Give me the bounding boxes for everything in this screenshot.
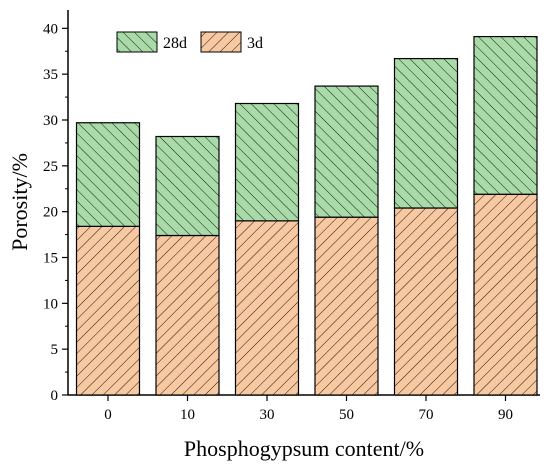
x-tick-label-30: 30 bbox=[260, 407, 275, 423]
y-tick-label: 35 bbox=[43, 67, 58, 83]
legend-swatch-28d bbox=[116, 31, 158, 53]
bars-group bbox=[75, 35, 538, 396]
y-tick-label: 15 bbox=[43, 251, 58, 267]
x-tick-label-70: 70 bbox=[419, 407, 434, 423]
legend-swatch-3d bbox=[200, 31, 242, 53]
y-tick-label: 5 bbox=[51, 342, 59, 358]
x-tick-label-90: 90 bbox=[498, 407, 513, 423]
bar-3d-30 bbox=[234, 220, 300, 396]
bar-3d-0 bbox=[75, 225, 141, 396]
bar-28d-30 bbox=[234, 102, 300, 222]
x-axis-title: Phosphogypsum content/% bbox=[184, 436, 424, 461]
bar-3d-70 bbox=[393, 207, 459, 396]
y-axis-title: Porosity/% bbox=[7, 153, 32, 251]
legend-label-3d: 3d bbox=[247, 35, 263, 52]
y-tick-label: 0 bbox=[51, 388, 59, 404]
bar-28d-10 bbox=[155, 135, 220, 237]
legend: 28d 3d bbox=[116, 31, 263, 53]
bar-28d-70 bbox=[393, 57, 459, 209]
y-tick-label: 20 bbox=[43, 205, 58, 221]
bar-28d-0 bbox=[75, 122, 141, 227]
x-tick-label-10: 10 bbox=[180, 407, 195, 423]
bar-28d-90 bbox=[473, 35, 538, 195]
x-tick-label-50: 50 bbox=[339, 407, 354, 423]
x-axis-ticks: 0 10 30 50 70 90 bbox=[104, 395, 513, 423]
bar-3d-90 bbox=[473, 193, 538, 396]
y-tick-label: 25 bbox=[43, 159, 58, 175]
x-tick-label-0: 0 bbox=[104, 407, 112, 423]
y-tick-label: 10 bbox=[43, 296, 58, 312]
bar-28d-50 bbox=[314, 85, 379, 218]
y-axis-ticks: 0 5 10 15 20 25 30 35 40 bbox=[43, 21, 68, 404]
bar-3d-50 bbox=[314, 216, 379, 396]
y-tick-label: 40 bbox=[43, 21, 58, 37]
y-tick-label: 30 bbox=[43, 113, 58, 129]
bar-3d-10 bbox=[155, 234, 220, 396]
legend-label-28d: 28d bbox=[163, 35, 187, 52]
